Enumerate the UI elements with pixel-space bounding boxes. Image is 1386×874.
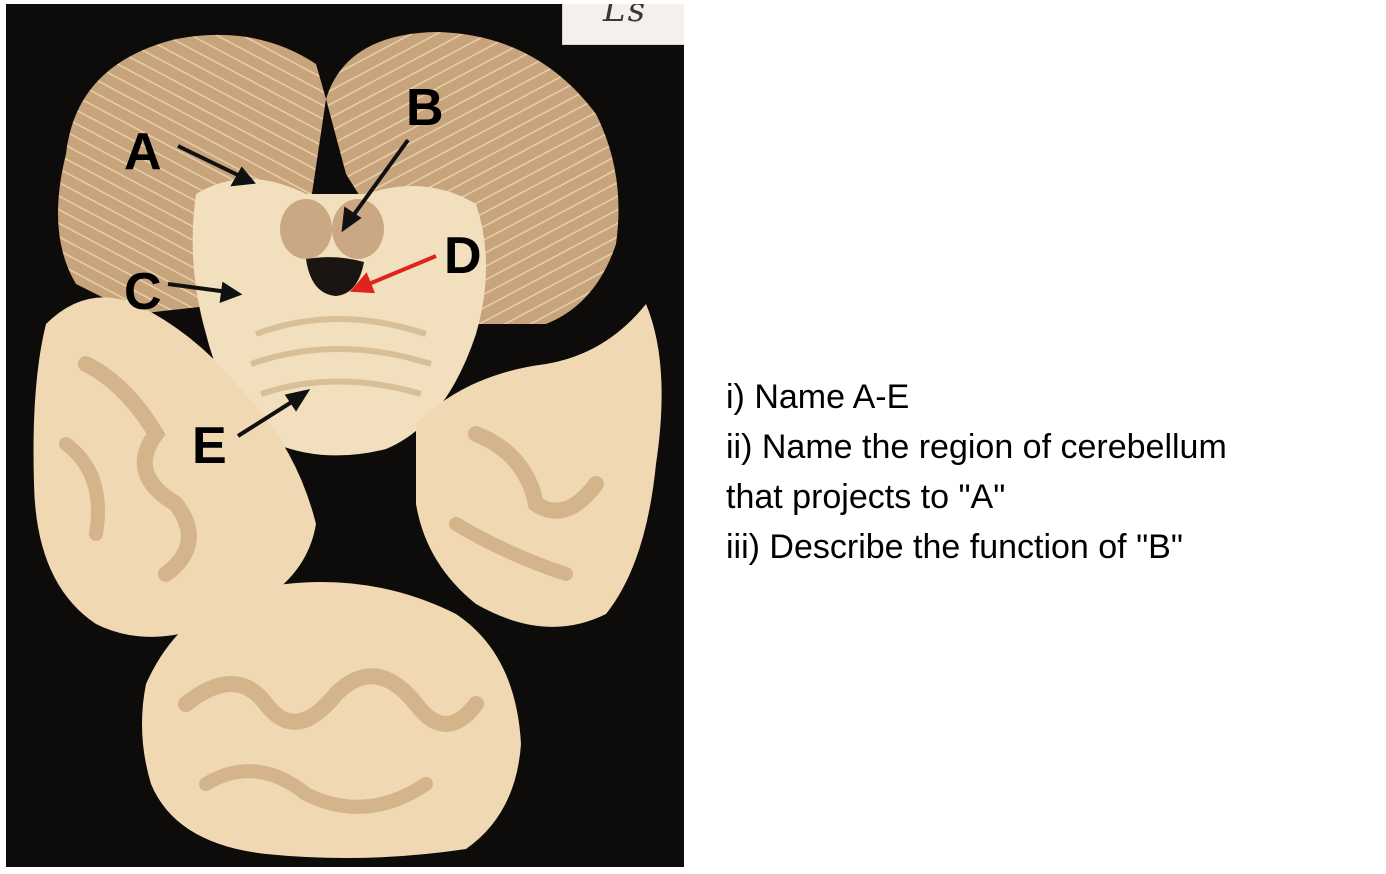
question-line-4: iii) Describe the function of "B" (726, 528, 1183, 566)
label-d: D (444, 227, 482, 285)
brain-section-photo: Ls A B C D E (6, 4, 684, 867)
label-a: A (124, 123, 162, 181)
label-c: C (124, 263, 162, 321)
arrow-a (177, 144, 256, 187)
question-line-1: i) Name A-E (726, 378, 910, 416)
question-block: i) Name A-E ii) Name the region of cereb… (726, 372, 1381, 572)
arrow-e (236, 389, 311, 438)
label-b: B (406, 79, 444, 137)
question-line-2: ii) Name the region of cerebellum (726, 428, 1227, 466)
brain-section-illustration (33, 32, 662, 858)
fourth-ventricle (306, 257, 364, 296)
question-line-3: that projects to "A" (726, 478, 1006, 516)
arrow-c (167, 281, 243, 304)
handwritten-tag-text: Ls (603, 4, 648, 30)
arrow-d (349, 254, 437, 294)
arrow-b (341, 138, 410, 233)
temporal-lobe-right (416, 304, 662, 627)
specimen-tag: Ls (562, 4, 684, 45)
label-e: E (192, 417, 227, 475)
